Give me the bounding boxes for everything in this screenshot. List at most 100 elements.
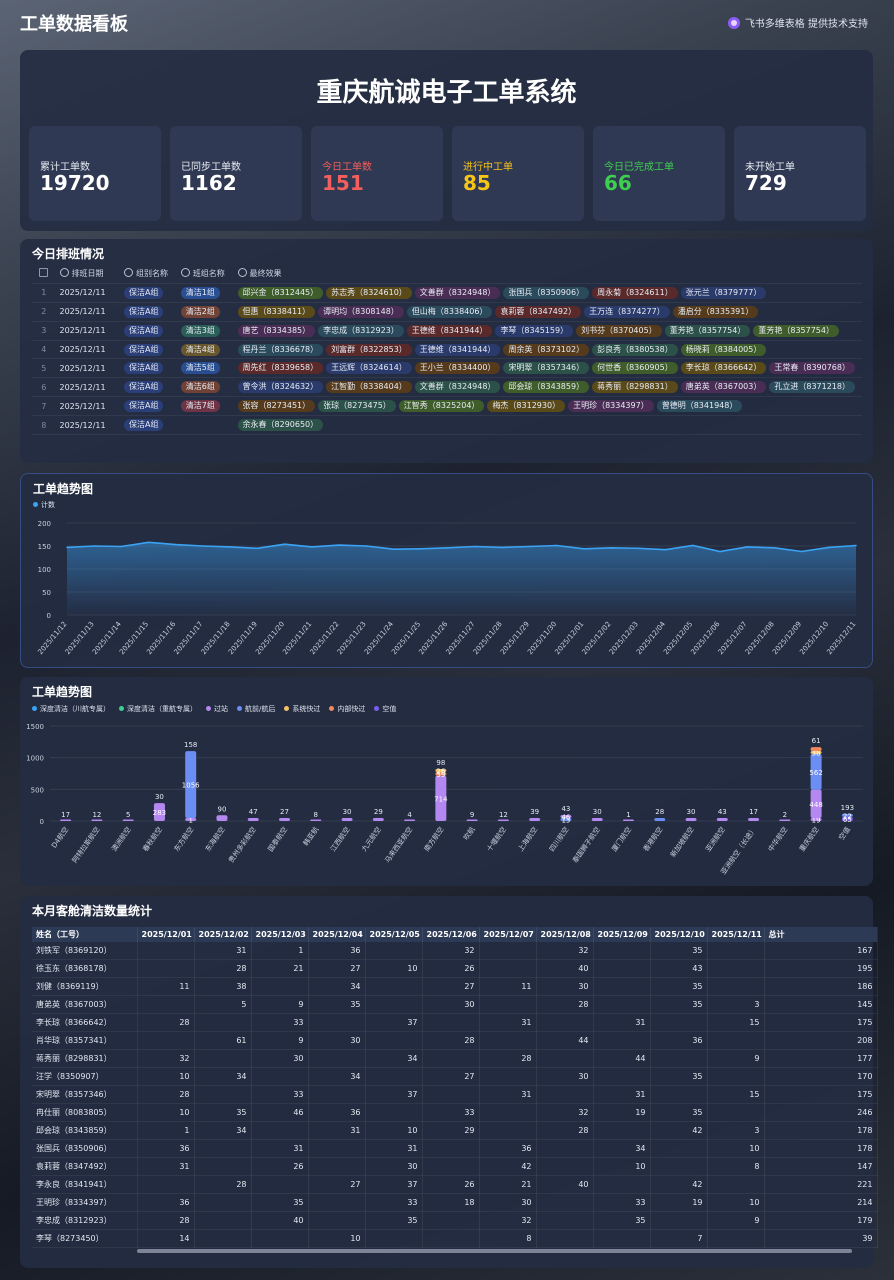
trend-point[interactable] <box>664 548 667 551</box>
bar-segment[interactable] <box>185 818 197 821</box>
bar-segment[interactable] <box>810 747 822 752</box>
bar-chart[interactable]: 05001000150017D4航空12阿特拉斯航空5澳洲航空28330春秋航空… <box>20 677 873 886</box>
bar-segment[interactable] <box>497 819 509 822</box>
trend-point[interactable] <box>746 546 748 548</box>
trend-point[interactable] <box>474 545 476 548</box>
bar-segment[interactable] <box>185 751 197 818</box>
monthly-col-header[interactable]: 2025/12/08 <box>536 927 594 942</box>
bar-segment[interactable] <box>91 819 103 822</box>
bar-segment[interactable] <box>435 769 447 773</box>
bar-segment[interactable] <box>654 818 666 821</box>
legend-item[interactable]: 深度清洁（重航专属） <box>119 704 197 714</box>
trend-point[interactable] <box>610 547 612 549</box>
trend-point[interactable] <box>501 546 504 549</box>
trend-legend[interactable]: 计数 <box>33 500 55 510</box>
legend-item[interactable]: 空值 <box>374 704 396 714</box>
bar-segment[interactable] <box>435 775 447 821</box>
monthly-col-header[interactable]: 2025/12/06 <box>422 927 480 942</box>
col-team[interactable]: 班组名称 <box>176 265 234 284</box>
monthly-col-header[interactable]: 2025/12/03 <box>251 927 309 942</box>
schedule-row[interactable]: 4 2025/12/11 保洁A组 清洁4组 程丹兰（8336678） 刘富群（83228… <box>32 340 862 360</box>
monthly-row[interactable]: 汪学（8350907） 10 34 34 27 30 35 170 <box>32 1067 878 1086</box>
monthly-row[interactable]: 肖华琼（8357341） 61 9 30 28 44 36 208 <box>32 1031 878 1050</box>
schedule-row[interactable]: 1 2025/12/11 保洁A组 清洁1组 邱兴金（8312445） 苏志秀（83246… <box>32 283 862 303</box>
trend-point[interactable] <box>691 544 694 547</box>
trend-point[interactable] <box>256 547 259 550</box>
bar-segment[interactable] <box>810 818 822 821</box>
trend-point[interactable] <box>365 545 368 547</box>
monthly-row[interactable]: 李长琼（8366642） 28 33 37 31 31 15 175 <box>32 1013 878 1032</box>
bar-segment[interactable] <box>279 818 291 821</box>
trend-point[interactable] <box>855 544 857 547</box>
trend-point[interactable] <box>800 550 803 553</box>
monthly-row[interactable]: 袁莉蓉（8347492） 31 26 30 42 10 8 147 <box>32 1157 878 1176</box>
monthly-row[interactable]: 李忠成（8312923） 28 40 35 32 35 9 179 <box>32 1211 878 1230</box>
trend-point[interactable] <box>419 547 422 550</box>
trend-point[interactable] <box>528 545 531 548</box>
bar-segment[interactable] <box>810 754 822 790</box>
monthly-col-header[interactable]: 2025/12/05 <box>365 927 423 942</box>
col-group[interactable]: 组别名称 <box>119 265 177 284</box>
legend-item[interactable]: 系统快过 <box>284 704 320 714</box>
trend-point[interactable] <box>392 548 395 551</box>
trend-point[interactable] <box>583 547 585 550</box>
bar-segment[interactable] <box>779 819 791 822</box>
bar-segment[interactable] <box>841 813 853 817</box>
monthly-col-header[interactable]: 2025/12/09 <box>593 927 651 942</box>
monthly-row[interactable]: 蒋秀丽（8298831） 32 30 34 28 44 9 177 <box>32 1049 878 1068</box>
monthly-row[interactable]: 徐玉东（8368178） 28 21 27 10 26 40 43 195 <box>32 959 878 978</box>
bar-segment[interactable] <box>466 819 478 822</box>
trend-point[interactable] <box>66 546 68 549</box>
schedule-row[interactable]: 2 2025/12/11 保洁A组 清洁2组 但惠（8338411） 谭明均（830814… <box>32 302 862 322</box>
schedule-row[interactable]: 3 2025/12/11 保洁A组 清洁3组 唐艺（8334385） 李忠成（831292… <box>32 321 862 341</box>
col-result[interactable]: 最终效果 <box>233 265 862 284</box>
monthly-row[interactable]: 李琴（8273450） 14 10 8 7 39 <box>32 1229 878 1248</box>
trend-chart[interactable]: 0501001502002025/11/122025/11/132025/11/… <box>21 474 874 669</box>
bar-segment[interactable] <box>748 818 760 821</box>
trend-point[interactable] <box>637 547 640 550</box>
monthly-col-header[interactable]: 2025/12/07 <box>479 927 537 942</box>
horizontal-scrollbar[interactable] <box>137 1249 852 1253</box>
trend-point[interactable] <box>93 545 96 547</box>
monthly-col-header[interactable]: 姓名（工号） <box>32 927 138 942</box>
trend-point[interactable] <box>120 545 123 548</box>
bar-segment[interactable] <box>685 818 697 821</box>
legend-item[interactable]: 过站 <box>206 704 228 714</box>
monthly-col-header[interactable]: 2025/12/01 <box>137 927 195 942</box>
monthly-row[interactable]: 王明珍（8334397） 36 35 33 18 30 33 19 10 214 <box>32 1193 878 1212</box>
schedule-row[interactable]: 7 2025/12/11 保洁A组 清洁7组 张容（8273451） 张琼（8273475… <box>32 396 862 417</box>
monthly-row[interactable]: 张国兵（8350906） 36 31 31 36 34 10 178 <box>32 1139 878 1158</box>
monthly-row[interactable]: 冉仕丽（8083805） 10 35 46 36 33 32 19 35 246 <box>32 1103 878 1122</box>
bar-segment[interactable] <box>247 818 259 821</box>
bar-segment[interactable] <box>622 819 634 822</box>
legend-item[interactable]: 内部快过 <box>329 704 365 714</box>
trend-point[interactable] <box>283 543 286 545</box>
trend-point[interactable] <box>719 550 721 553</box>
bar-chart-legend[interactable]: 深度清洁（川航专属） 深度清洁（重航专属） 过站 航前/航后 系统快过 内部快过 空值 <box>32 704 396 714</box>
trend-point[interactable] <box>202 545 204 547</box>
trend-point[interactable] <box>229 546 232 548</box>
trend-point[interactable] <box>311 546 313 548</box>
monthly-col-header[interactable]: 2025/12/11 <box>707 927 765 942</box>
bar-segment[interactable] <box>216 815 228 821</box>
trend-point[interactable] <box>555 544 558 547</box>
monthly-col-header[interactable]: 2025/12/02 <box>194 927 252 942</box>
monthly-col-header[interactable]: 2025/12/04 <box>308 927 366 942</box>
bar-segment[interactable] <box>310 819 322 822</box>
schedule-row[interactable]: 8 2025/12/11 保洁A组 余永春（8290650） <box>32 415 862 436</box>
brand-credit[interactable]: 飞书多维表格 提供技术支持 <box>727 15 868 30</box>
bar-segment[interactable] <box>810 751 822 755</box>
col-date[interactable]: 排班日期 <box>55 265 120 284</box>
bar-segment[interactable] <box>341 818 353 821</box>
trend-point[interactable] <box>175 543 177 546</box>
bar-segment[interactable] <box>435 772 447 776</box>
bar-segment[interactable] <box>372 818 384 821</box>
trend-point[interactable] <box>773 547 776 549</box>
bar-segment[interactable] <box>591 818 603 821</box>
monthly-row[interactable]: 宋明翠（8357346） 28 33 37 31 31 15 175 <box>32 1085 878 1104</box>
bar-segment[interactable] <box>529 818 541 821</box>
trend-line[interactable] <box>66 541 857 553</box>
bar-segment[interactable] <box>60 819 72 822</box>
bar-segment[interactable] <box>810 789 822 818</box>
bar-segment[interactable] <box>153 803 165 821</box>
